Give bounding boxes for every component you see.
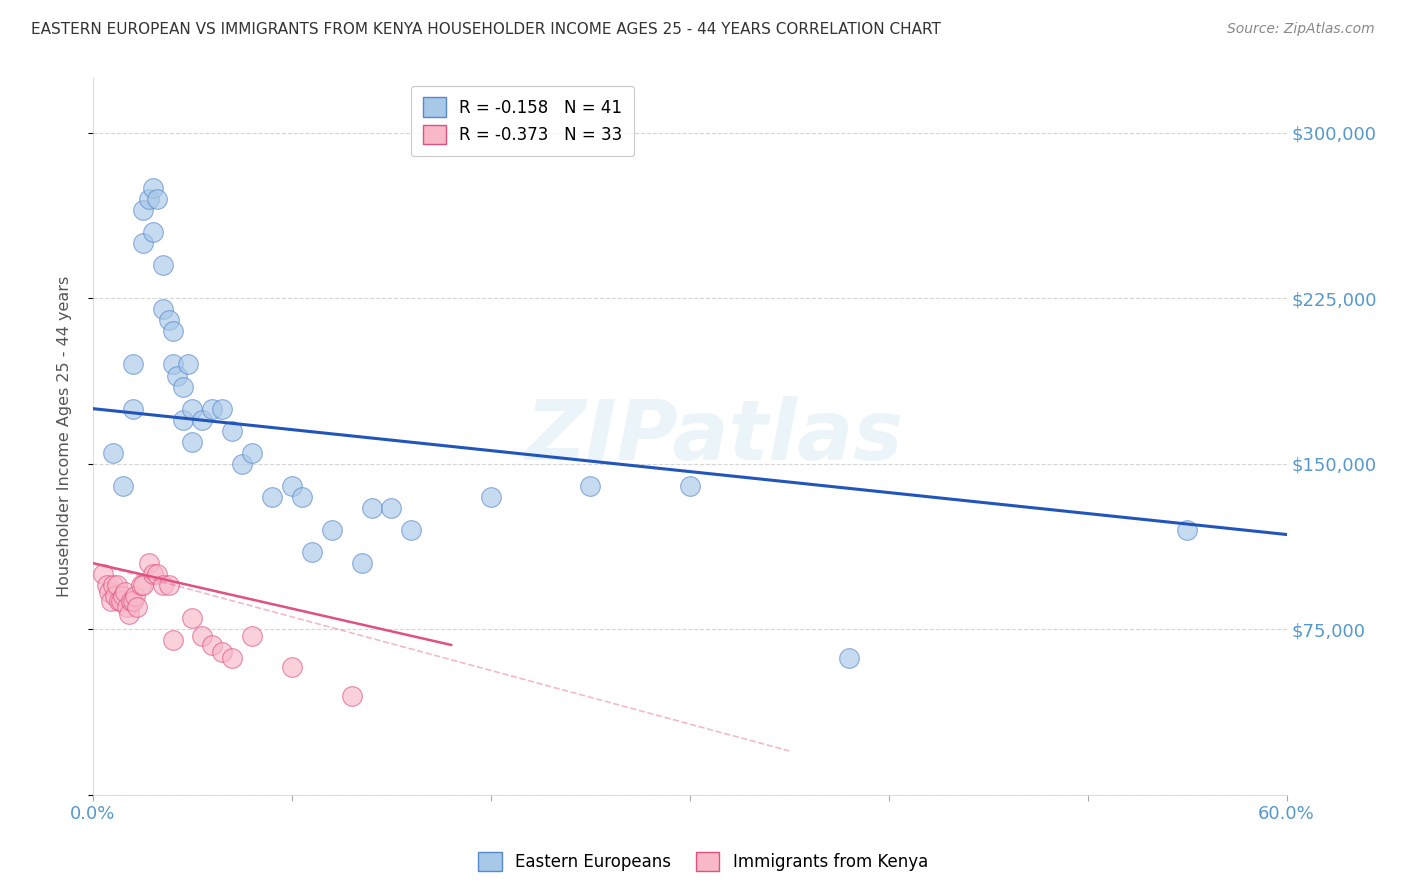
Point [360,501,382,516]
Point [191,629,214,643]
Point [101,446,124,460]
Point [162,358,184,372]
Point [201,401,224,416]
Text: Source: ZipAtlas.com: Source: ZipAtlas.com [1227,22,1375,37]
Point [114,585,136,599]
Point [221,651,243,665]
Point [120,593,142,607]
Point [125,600,148,615]
Point [110,593,132,607]
Point [105,578,128,592]
Point [142,225,165,239]
Text: EASTERN EUROPEAN VS IMMIGRANTS FROM KENYA HOUSEHOLDER INCOME AGES 25 - 44 YEARS : EASTERN EUROPEAN VS IMMIGRANTS FROM KENY… [31,22,941,37]
Point [104,590,127,604]
Point [301,545,323,559]
Point [291,490,314,504]
Point [240,446,263,460]
Point [221,424,243,438]
Point [142,567,165,582]
Point [132,578,155,592]
Point [201,638,224,652]
Point [579,479,602,493]
Point [321,523,343,537]
Point [118,607,141,621]
Point [121,358,143,372]
Point [100,593,122,607]
Point [380,501,402,516]
Point [96,578,118,592]
Legend: Eastern Europeans, Immigrants from Kenya: Eastern Europeans, Immigrants from Kenya [470,843,936,880]
Point [679,479,702,493]
Point [162,633,184,648]
Point [115,600,138,615]
Point [172,413,194,427]
Point [260,490,283,504]
Point [157,313,180,327]
Point [111,479,134,493]
Point [121,593,143,607]
Point [401,523,423,537]
Point [172,379,194,393]
Point [166,368,188,383]
Point [138,192,160,206]
Point [191,413,214,427]
Legend: R = -0.158   N = 41, R = -0.373   N = 33: R = -0.158 N = 41, R = -0.373 N = 33 [411,86,634,156]
Point [111,590,134,604]
Point [231,457,253,471]
Point [152,258,174,272]
Point [152,302,174,317]
Point [479,490,502,504]
Point [157,578,180,592]
Point [181,611,204,625]
Point [132,202,155,217]
Point [281,479,304,493]
Point [138,556,160,570]
Point [211,644,233,658]
Point [350,556,373,570]
Text: ZIPatlas: ZIPatlas [524,396,903,476]
Point [132,235,155,250]
Y-axis label: Householder Income Ages 25 - 44 years: Householder Income Ages 25 - 44 years [58,276,72,597]
Point [211,401,233,416]
Point [181,434,204,449]
Point [97,585,120,599]
Point [340,689,363,703]
Point [129,578,152,592]
Point [1175,523,1198,537]
Point [181,401,204,416]
Point [240,629,263,643]
Point [91,567,114,582]
Point [145,567,167,582]
Point [281,660,304,674]
Point [124,590,146,604]
Point [152,578,174,592]
Point [177,358,200,372]
Point [121,401,143,416]
Point [838,651,860,665]
Point [101,578,124,592]
Point [145,192,167,206]
Point [142,181,165,195]
Point [108,593,131,607]
Point [162,324,184,338]
